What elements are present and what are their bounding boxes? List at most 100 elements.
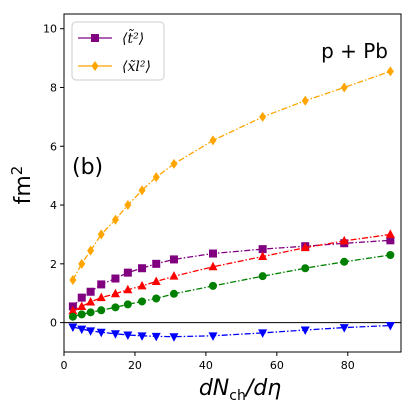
data-point <box>87 245 95 256</box>
y-tick-label: 4 <box>50 199 57 212</box>
data-point <box>386 251 395 260</box>
data-point <box>386 236 395 245</box>
data-point <box>123 300 132 309</box>
data-point <box>169 289 178 298</box>
x-axis-title: dNch/dη <box>199 376 281 404</box>
data-point <box>300 326 310 335</box>
panel-label: (b) <box>72 155 103 180</box>
data-point <box>301 264 310 273</box>
data-point <box>97 306 106 315</box>
data-point <box>138 185 146 196</box>
data-point <box>169 255 178 264</box>
data-point <box>169 333 179 342</box>
data-point <box>258 272 267 281</box>
data-point <box>77 301 87 310</box>
y-axis-title-main: fm <box>11 175 36 204</box>
series-line <box>72 70 391 281</box>
data-point <box>152 259 161 268</box>
y-tick-label: 0 <box>50 317 57 330</box>
data-point <box>111 303 120 312</box>
x-tick-label: 60 <box>270 359 284 372</box>
data-point <box>110 330 120 339</box>
series-line <box>72 233 391 312</box>
x-axis-title-sub: ch <box>229 388 246 404</box>
data-point <box>68 323 78 333</box>
system-label: p + Pb <box>321 39 388 63</box>
x-tick-label: 0 <box>61 359 68 372</box>
plot-frame <box>63 13 402 353</box>
data-point <box>258 329 268 338</box>
legend-marker <box>91 61 99 71</box>
data-point <box>137 280 147 290</box>
data-point <box>69 274 77 285</box>
x-tick-label: 80 <box>341 359 355 372</box>
data-point <box>170 158 178 169</box>
data-point <box>96 328 106 338</box>
legend-entry-0: ⟨t̃²⟩ <box>78 28 144 47</box>
y-tick-label: 8 <box>50 81 57 94</box>
x-tick-label: 20 <box>128 359 142 372</box>
data-point <box>300 242 310 252</box>
data-point <box>339 235 349 245</box>
data-point <box>97 280 106 289</box>
legend-entry-1: ⟨x̃l²⟩ <box>78 59 151 75</box>
data-point <box>152 294 161 303</box>
y-axis-title: fm2 <box>8 166 36 205</box>
series-1 <box>69 66 394 285</box>
data-point <box>86 308 95 317</box>
legend-label: ⟨x̃l²⟩ <box>122 59 151 75</box>
y-tick-label: 6 <box>50 140 57 153</box>
data-point <box>169 271 179 280</box>
data-point <box>77 325 87 335</box>
data-point <box>208 261 218 271</box>
data-point <box>209 135 217 146</box>
data-point <box>68 305 78 315</box>
data-point <box>385 229 395 238</box>
data-point <box>258 251 268 260</box>
data-point <box>151 276 161 285</box>
data-point <box>77 293 86 302</box>
legend-label: ⟨t̃²⟩ <box>122 28 144 47</box>
data-point <box>138 264 147 273</box>
data-point <box>78 258 86 269</box>
series-4 <box>68 322 395 342</box>
ticks-layer: 0 20 40 60 80 0 2 4 6 8 10 <box>43 23 355 372</box>
data-point <box>86 297 96 306</box>
legend-entries: ⟨t̃²⟩ ⟨x̃l²⟩ <box>78 28 151 75</box>
data-point <box>97 229 105 240</box>
data-point <box>123 331 133 340</box>
series-2 <box>68 229 395 315</box>
data-point <box>339 324 349 333</box>
y-axis-title-sup: 2 <box>8 166 26 176</box>
data-point <box>208 332 218 341</box>
data-point <box>111 274 120 283</box>
data-point <box>151 332 161 342</box>
data-point <box>138 297 147 306</box>
data-point <box>152 172 160 183</box>
data-point <box>386 66 394 77</box>
data-point <box>259 111 267 122</box>
data-point <box>111 214 119 225</box>
data-point <box>110 288 120 298</box>
series-3 <box>68 251 395 321</box>
y-tick-label: 2 <box>50 258 57 271</box>
data-point <box>301 95 309 106</box>
data-point <box>385 322 395 331</box>
legend: ⟨t̃²⟩ ⟨x̃l²⟩ <box>71 21 165 81</box>
data-point <box>77 310 86 319</box>
data-point <box>208 249 217 258</box>
data-point <box>340 257 349 266</box>
data-point <box>123 268 132 277</box>
series-layer <box>68 66 395 342</box>
data-point <box>124 200 132 211</box>
x-axis-title-tail: /dη <box>244 376 281 401</box>
data-point <box>208 281 217 290</box>
x-axis-title-main: dN <box>199 376 229 401</box>
x-tick-label: 40 <box>199 359 213 372</box>
data-point <box>258 245 267 254</box>
data-point <box>68 312 77 321</box>
data-point <box>96 292 106 302</box>
data-point <box>340 82 348 93</box>
